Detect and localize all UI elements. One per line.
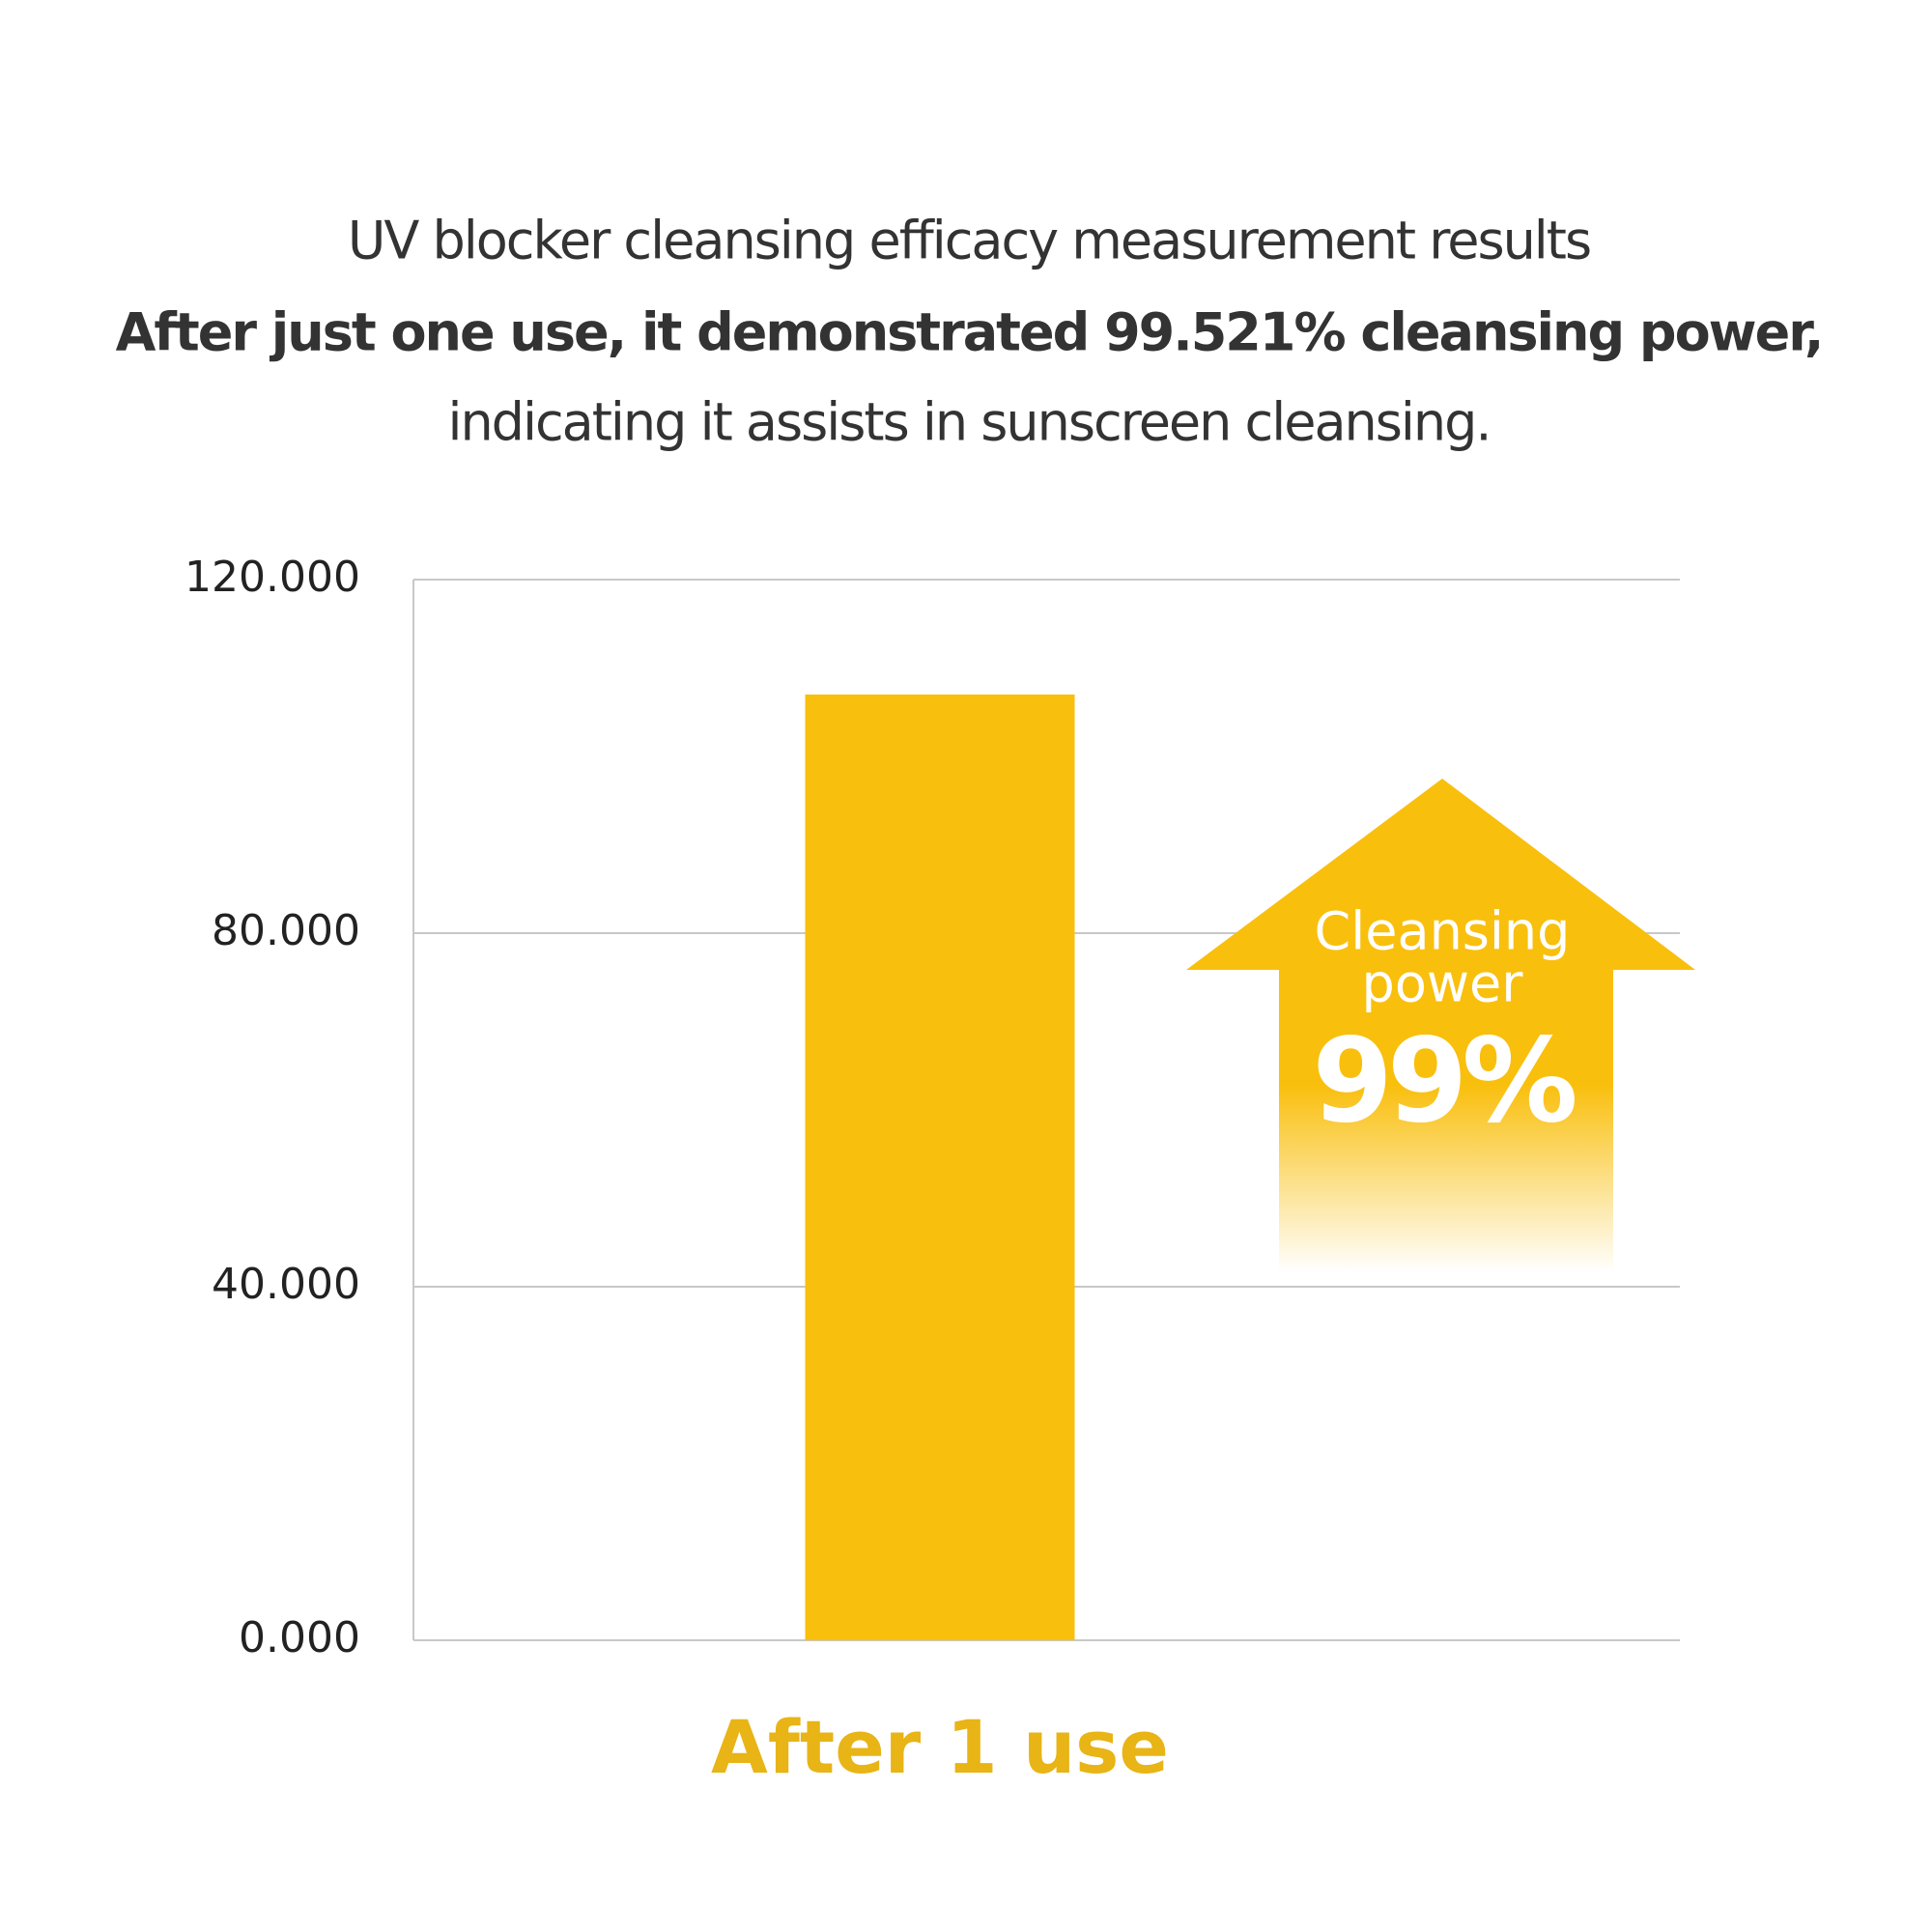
annotation-text: Cleansing	[1315, 901, 1571, 962]
title-line: UV blocker cleansing efficacy measuremen…	[348, 211, 1590, 271]
title-line: indicating it assists in sunscreen clean…	[447, 392, 1490, 453]
annotation: Cleansing power 99%	[1186, 779, 1695, 1272]
arrow	[1186, 779, 1695, 1272]
annotation-big: 99%	[1312, 1015, 1575, 1150]
bar	[805, 694, 1075, 1640]
y-tick-label: 80.000	[212, 906, 360, 955]
y-tick-label: 40.000	[212, 1260, 360, 1309]
annotation-text: power	[1362, 953, 1524, 1014]
title-line-bold: After just one use, it demonstrated 99.5…	[116, 302, 1823, 363]
y-tick-label: 120.000	[185, 553, 360, 602]
plot: 0.000 40.000 80.000 120.000 After 1 use	[185, 553, 1680, 1790]
y-tick-label: 0.000	[239, 1613, 360, 1662]
x-tick-label: After 1 use	[711, 1704, 1169, 1790]
